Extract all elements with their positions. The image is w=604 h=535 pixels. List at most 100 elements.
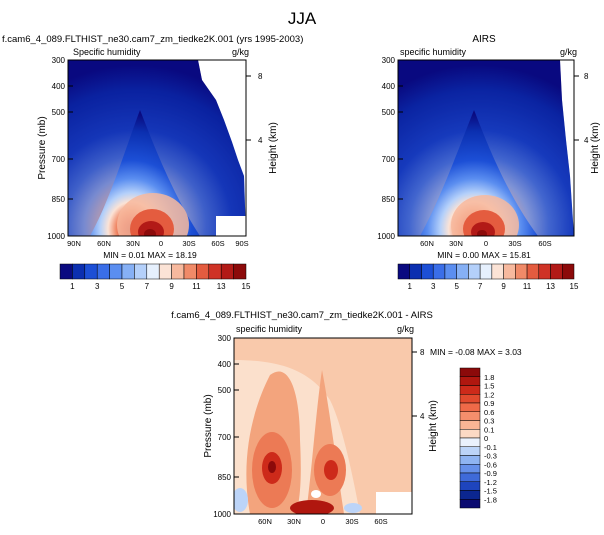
colorbar-swatch — [459, 394, 481, 404]
panel-a-xtick: 60S — [211, 239, 224, 248]
colorbar-swatch — [459, 455, 481, 465]
panel-a-ytick: 500 — [52, 108, 66, 117]
panel-c-stats: MIN = -0.08 MAX = 3.03 — [430, 347, 522, 357]
panel-c-ytick: 850 — [218, 473, 232, 482]
panel-c-missing-region — [376, 492, 412, 514]
panel-b-ytick: 400 — [382, 82, 396, 91]
colorbar-swatch — [96, 263, 110, 280]
colorbar-swatch — [171, 263, 185, 280]
panel-c-ytick: 700 — [218, 433, 232, 442]
colorbar-swatch — [503, 263, 516, 280]
colorbar-swatch — [444, 263, 457, 280]
colorbar-swatch — [121, 263, 135, 280]
colorbar-swatch — [459, 490, 481, 500]
colorbar-swatch — [397, 263, 410, 280]
colorbar-label: 5 — [120, 282, 125, 291]
colorbar-label: 1 — [408, 282, 413, 291]
panel-b-xaxis: 60N 30N 0 30S 60S — [420, 239, 552, 248]
panel-a-ytick: 850 — [52, 195, 66, 204]
panel-c-ylabel-right: Height (km) — [428, 400, 439, 452]
colorbar-swatch — [459, 472, 481, 482]
colorbar-swatch — [491, 263, 504, 280]
panel-a-htick: 8 — [258, 72, 263, 81]
panel-b-xtick: 30S — [508, 239, 521, 248]
panel-b-title: AIRS — [472, 34, 496, 45]
colorbar-label: 0.3 — [484, 417, 494, 426]
panel-c-xtick: 30N — [287, 517, 301, 526]
colorbar-label: 1 — [70, 282, 75, 291]
panel-b-htick: 4 — [584, 136, 589, 145]
panel-a-xaxis: 90N 60N 30N 0 30S 60S 90S — [67, 239, 249, 248]
panel-c-ytick: 1000 — [213, 510, 231, 519]
panel-b-ytick: 850 — [382, 195, 396, 204]
panel-a-stats: MIN = 0.01 MAX = 18.19 — [103, 250, 197, 260]
panel-b-ylabel-right: Height (km) — [590, 122, 601, 174]
panel-b-ytick: 300 — [382, 56, 396, 65]
panel-a-xtick: 90S — [235, 239, 248, 248]
panel-c-yaxis: 300 400 500 700 850 1000 — [213, 334, 239, 519]
colorbar-swatch — [409, 263, 422, 280]
colorbar-swatch — [550, 263, 563, 280]
colorbar-label: 0.9 — [484, 399, 494, 408]
colorbar-swatch — [134, 263, 148, 280]
panel-c-ytick: 500 — [218, 386, 232, 395]
colorbar-swatch — [459, 376, 481, 386]
panel-a-yaxis: 300 400 500 700 850 1000 — [47, 56, 73, 241]
colorbar-swatch — [515, 263, 528, 280]
colorbar-label: -1.2 — [484, 478, 497, 487]
panel-a-xtick: 60N — [97, 239, 111, 248]
colorbar-swatch — [459, 481, 481, 491]
colorbar-label: 9 — [169, 282, 174, 291]
colorbar-swatch — [432, 263, 446, 280]
panel-a-xtick: 0 — [159, 239, 163, 248]
colorbar-swatch — [456, 263, 469, 280]
colorbar-swatch — [459, 411, 481, 421]
colorbar-swatch — [479, 263, 493, 280]
panel-c-title: f.cam6_4_089.FLTHIST_ne30.cam7_zm_tiedke… — [171, 310, 433, 321]
colorbar-swatch — [459, 429, 481, 439]
colorbar-a: 1 3 5 7 9 11 13 15 — [59, 263, 251, 291]
colorbar-swatch — [59, 263, 73, 280]
colorbar-label: 1.8 — [484, 373, 494, 382]
colorbar-swatch — [459, 420, 481, 430]
colorbar-label: -0.1 — [484, 443, 497, 452]
colorbar-swatch — [109, 263, 123, 280]
colorbar-label: 13 — [217, 282, 226, 291]
panel-c-xtick: 60S — [374, 517, 387, 526]
panel-b-xtick: 60S — [538, 239, 551, 248]
panel-a-ylabel: Pressure (mb) — [37, 116, 48, 179]
colorbar-swatch — [538, 263, 551, 280]
colorbar-swatch — [526, 263, 540, 280]
panel-c-xtick: 60N — [258, 517, 272, 526]
panel-a-htick: 4 — [258, 136, 263, 145]
colorbar-swatch — [233, 263, 247, 280]
colorbar-c: 1.81.51.20.90.60.30.10-0.1-0.3-0.6-0.9-1… — [459, 367, 497, 509]
colorbar-label: 9 — [501, 282, 506, 291]
colorbar-swatch — [459, 464, 481, 474]
panel-a-title: f.cam6_4_089.FLTHIST_ne30.cam7_zm_tiedke… — [2, 34, 303, 45]
colorbar-label: 3 — [95, 282, 100, 291]
panel-a-xtick: 30S — [182, 239, 195, 248]
colorbar-swatch — [72, 263, 86, 280]
colorbar-swatch — [459, 437, 481, 447]
panel-a-ylabel-right: Height (km) — [268, 122, 279, 174]
panel-b-units: g/kg — [560, 47, 577, 57]
colorbar-label: 0.6 — [484, 408, 494, 417]
colorbar-b: 1 3 5 7 9 11 13 15 — [397, 263, 579, 291]
colorbar-label: -0.6 — [484, 460, 497, 469]
panel-c-ylabel: Pressure (mb) — [203, 394, 214, 457]
colorbar-swatch — [562, 263, 575, 280]
colorbar-label: -1.8 — [484, 495, 497, 504]
panel-a-ytick: 400 — [52, 82, 66, 91]
colorbar-swatch — [459, 499, 481, 509]
panel-b-stats: MIN = 0.00 MAX = 15.81 — [437, 250, 531, 260]
colorbar-label: -0.3 — [484, 452, 497, 461]
panel-a-right-axis: 8 4 — [246, 72, 263, 145]
panel-c-field — [234, 338, 412, 514]
panel-b-right-axis: 8 4 — [574, 72, 589, 145]
panel-b-htick: 8 — [584, 72, 589, 81]
colorbar-label: 5 — [454, 282, 459, 291]
colorbar-label: 13 — [546, 282, 555, 291]
panel-c-xaxis: 60N 30N 0 30S 60S — [258, 517, 388, 526]
panel-a-xtick: 30N — [126, 239, 140, 248]
